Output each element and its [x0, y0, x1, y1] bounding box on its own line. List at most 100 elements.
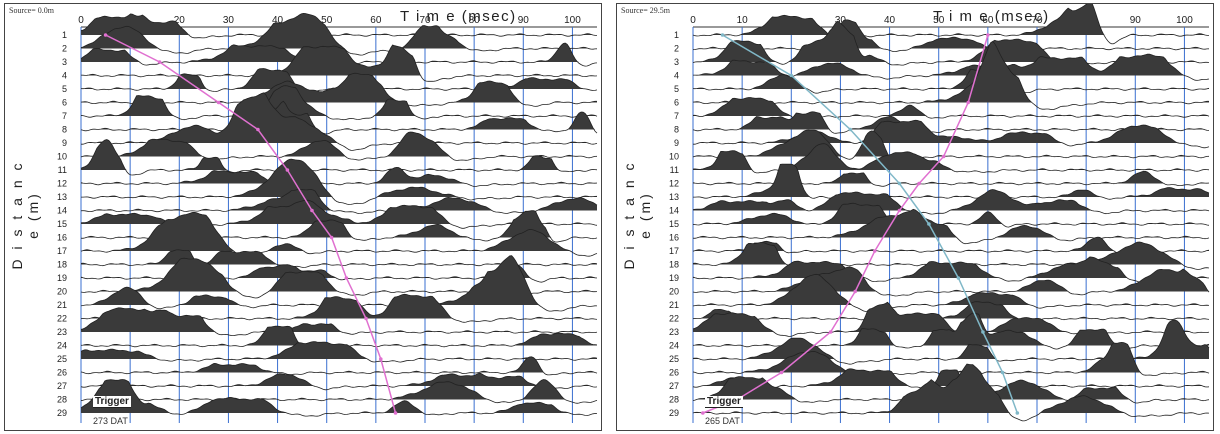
- time-tick-label: 100: [564, 15, 581, 26]
- time-tick-label: 80: [469, 15, 481, 26]
- trace-fill: [693, 302, 1209, 332]
- arrival-pick-point: [986, 33, 990, 37]
- trace-fill: [693, 97, 1209, 116]
- trace-number-label: 8: [62, 125, 67, 135]
- trace-fill: [693, 19, 1209, 49]
- trace-fill: [81, 13, 597, 49]
- trace-wiggle: [692, 4, 1209, 45]
- x-axis-title: T i m e (msec): [933, 8, 1050, 25]
- trace-wiggle: [693, 163, 1210, 201]
- time-tick-label: 50: [321, 15, 333, 26]
- trace-wiggle: [692, 202, 1210, 229]
- y-axis-title: D i s t a n c e (m): [621, 160, 653, 270]
- trace-fill: [81, 258, 597, 292]
- trace-wiggle: [80, 379, 598, 404]
- arrival-pick-point: [853, 289, 857, 294]
- trace-number-label: 10: [669, 152, 679, 162]
- trace-wiggle: [692, 301, 1210, 337]
- trace-number-label: 29: [669, 408, 679, 418]
- trace-wiggle: [693, 53, 1210, 81]
- trace-number-label: 26: [669, 368, 679, 378]
- trace-fill: [81, 379, 597, 400]
- trace-wiggle: [81, 92, 598, 151]
- trace-fill: [693, 111, 1209, 130]
- trace-number-label: 7: [674, 111, 679, 121]
- trace-wiggle: [80, 307, 598, 336]
- trace-number-label: 16: [669, 233, 679, 243]
- trace-number-label: 23: [669, 327, 679, 337]
- trace-number-label: 1: [62, 30, 67, 40]
- trace-fill: [81, 373, 597, 386]
- source-label: Source= 0.0m: [9, 6, 54, 15]
- trace-number-label: 27: [57, 381, 67, 391]
- trace-fill: [81, 85, 597, 116]
- trace-fill: [81, 43, 597, 62]
- trace-wiggle: [80, 131, 598, 161]
- trace-number-label: 3: [62, 57, 67, 67]
- arrival-pick-point: [966, 100, 970, 105]
- arrival-pick-point: [1015, 411, 1020, 415]
- trace-fill: [693, 164, 1209, 197]
- trace-fill: [81, 159, 597, 197]
- trace-wiggle: [692, 368, 1210, 390]
- trace-number-label: 10: [57, 152, 67, 162]
- arrival-pick-point: [310, 208, 314, 213]
- arrival-pick-point: [720, 33, 725, 37]
- time-tick-label: 30: [223, 15, 235, 26]
- time-tick-label: 100: [1176, 15, 1193, 26]
- trace-number-label: 15: [57, 219, 67, 229]
- time-tick-label: 90: [1130, 15, 1142, 26]
- time-tick-label: 60: [982, 15, 994, 26]
- trace-number-label: 11: [670, 165, 679, 175]
- arrival-pick-point: [256, 127, 260, 132]
- trace-fill: [693, 274, 1209, 305]
- trace-number-label: 4: [674, 71, 679, 81]
- trace-wiggle: [692, 143, 1210, 174]
- trace-wiggle: [692, 129, 1210, 162]
- trace-wiggle: [80, 356, 598, 376]
- trace-number-label: 2: [62, 44, 67, 54]
- trace-fill: [693, 242, 1209, 265]
- trace-number-label: 25: [57, 354, 67, 364]
- trace-number-label: 20: [669, 287, 679, 297]
- trace-fill: [81, 379, 597, 413]
- trace-fill: [81, 341, 597, 359]
- trace-number-label: 16: [57, 233, 67, 243]
- arrival-pick-point: [789, 73, 794, 78]
- source-label: Source= 29.5m: [621, 6, 670, 15]
- trace-wiggle: [692, 208, 1210, 245]
- trace-fill: [693, 320, 1209, 359]
- time-tick-label: 0: [78, 15, 84, 26]
- trace-number-label: 14: [57, 206, 67, 216]
- arrival-pick-point: [344, 276, 349, 280]
- trigger-label: Trigger: [93, 396, 131, 408]
- arrival-pick-point: [216, 100, 221, 105]
- trace-wiggle: [693, 97, 1210, 121]
- trace-wiggle: [692, 301, 1210, 323]
- trace-number-label: 21: [669, 300, 679, 310]
- trace-wiggle: [80, 139, 598, 176]
- trace-wiggle: [692, 273, 1210, 312]
- trace-number-label: 11: [58, 165, 67, 175]
- trace-wiggle: [80, 379, 598, 417]
- time-tick-label: 40: [272, 15, 284, 26]
- time-tick-label: 70: [419, 15, 431, 26]
- trace-wiggle: [80, 100, 598, 135]
- trace-wiggle: [80, 166, 598, 187]
- y-axis-title: D i s t a n c e (m): [9, 160, 41, 270]
- trace-number-label: 19: [669, 273, 679, 283]
- arrival-pick-point: [956, 276, 961, 280]
- trace-wiggle: [692, 266, 1210, 297]
- time-tick-label: 50: [933, 15, 945, 26]
- trace-number-label: 9: [674, 138, 679, 148]
- trace-wiggle: [80, 211, 598, 258]
- trace-number-label: 6: [62, 98, 67, 108]
- trace-fill: [81, 210, 597, 238]
- trace-wiggle: [692, 363, 1210, 422]
- trace-fill: [81, 255, 597, 305]
- arrival-pick-point: [329, 235, 334, 240]
- arrival-pick-point: [828, 330, 833, 334]
- trace-wiggle: [80, 12, 598, 56]
- trace-fill: [81, 249, 597, 265]
- trace-wiggle: [692, 68, 1210, 94]
